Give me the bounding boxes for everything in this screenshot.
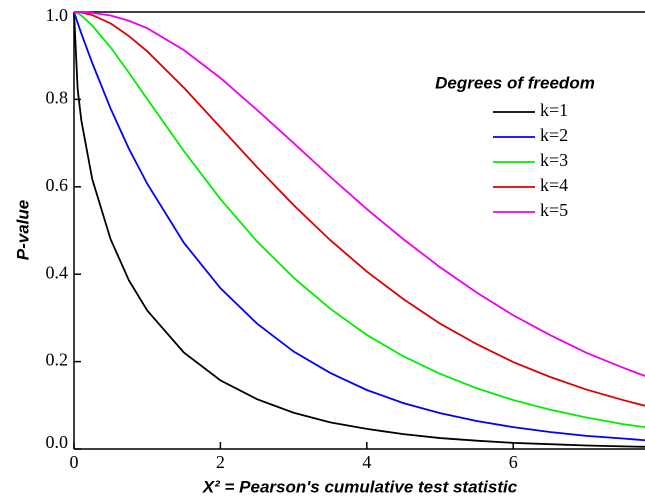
legend-label: k=1 — [540, 100, 568, 120]
y-tick-label: 0.8 — [46, 88, 69, 108]
x-axis-title: Χ² = Pearson's cumulative test statistic — [202, 477, 518, 496]
y-tick-label: 0.0 — [46, 432, 69, 452]
x-tick-label: 0 — [70, 452, 79, 472]
series-line — [73, 11, 645, 448]
legend-label: k=5 — [540, 200, 568, 220]
legend-label: k=4 — [540, 175, 568, 195]
series-line — [74, 11, 645, 377]
y-tick-label: 0.2 — [46, 350, 69, 370]
y-tick-label: 0.6 — [46, 175, 69, 195]
y-tick-label: 1.0 — [46, 5, 69, 25]
y-axis-title: P-value — [13, 200, 32, 260]
legend-label: k=2 — [540, 125, 568, 145]
x-tick-label: 6 — [509, 452, 518, 472]
legend-title: Degrees of freedom — [435, 73, 595, 92]
series-line — [73, 11, 645, 442]
series-line — [73, 11, 645, 429]
y-tick-label: 0.4 — [46, 262, 69, 282]
series-line — [74, 11, 645, 407]
legend-label: k=3 — [540, 150, 568, 170]
x-tick-label: 2 — [216, 452, 225, 472]
x-tick-label: 4 — [362, 452, 371, 472]
